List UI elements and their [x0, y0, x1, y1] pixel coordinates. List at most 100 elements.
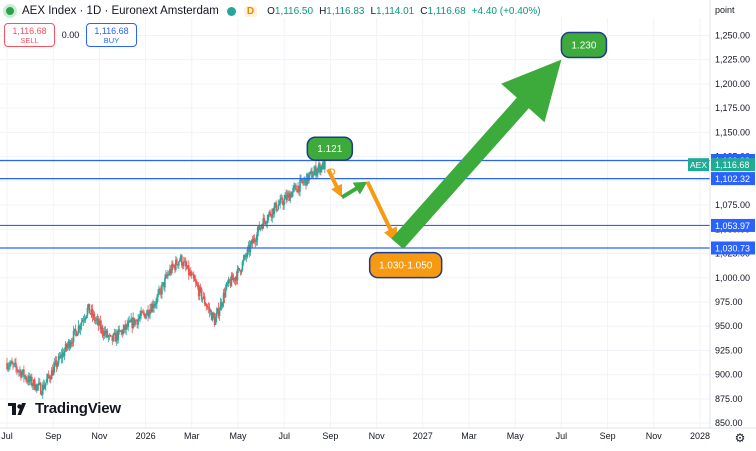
- time-tick-label: Jul: [278, 431, 290, 441]
- candle-body: [277, 205, 279, 210]
- candle-body: [56, 363, 59, 367]
- candle-body: [103, 330, 106, 336]
- candle-body: [118, 329, 121, 331]
- candle-body: [211, 313, 214, 321]
- candle-body: [268, 211, 271, 215]
- candle-body: [266, 220, 269, 224]
- price-tick-label: 1,175.00: [715, 103, 750, 113]
- candle-body: [320, 166, 322, 173]
- candle-body: [300, 178, 302, 180]
- label-1230: [560, 31, 608, 59]
- candle-body: [144, 314, 146, 319]
- candle-body: [48, 376, 51, 379]
- candle-body: [33, 379, 35, 386]
- candle-body: [59, 354, 62, 358]
- candle-body: [109, 334, 112, 336]
- candle-body: [100, 325, 103, 330]
- candle-body: [239, 270, 242, 273]
- candle-body: [6, 363, 8, 369]
- candle-body: [165, 274, 167, 278]
- candle-body: [67, 341, 70, 346]
- candle-body: [37, 382, 40, 386]
- candle-body: [271, 208, 274, 218]
- time-tick-label: Sep: [322, 431, 338, 441]
- candle-body: [173, 265, 175, 267]
- candle-body: [240, 270, 243, 273]
- candle-body: [92, 313, 95, 317]
- candle-body: [313, 171, 315, 176]
- candle-body: [191, 274, 194, 275]
- candle-body: [30, 376, 32, 382]
- candle-body: [311, 170, 313, 178]
- candle-body: [178, 261, 180, 266]
- candle-body: [219, 302, 222, 311]
- projection-arrow-up-2: [391, 59, 562, 250]
- candle-body: [175, 259, 177, 270]
- candle-body: [188, 271, 191, 275]
- price-tick-label: 1,075.00: [715, 200, 750, 210]
- candle-body: [73, 328, 76, 331]
- candle-body: [172, 263, 174, 267]
- candle-body: [278, 204, 280, 206]
- candle-body: [68, 341, 71, 348]
- candle-body: [49, 378, 52, 380]
- candle-body: [50, 369, 53, 380]
- candle-body: [130, 318, 132, 323]
- candle-body: [230, 275, 233, 287]
- candle-body: [86, 307, 89, 316]
- candle-body: [142, 312, 144, 314]
- candle-body: [147, 310, 149, 317]
- candle-body: [324, 160, 326, 170]
- candle-body: [79, 325, 82, 330]
- candle-body: [24, 376, 26, 378]
- symbol-title[interactable]: AEX Index · 1D · Euronext Amsterdam: [22, 5, 219, 17]
- gear-icon[interactable]: ⚙: [734, 431, 746, 445]
- candle-body: [47, 374, 50, 377]
- level-price-tag-text: 1,053.97: [715, 221, 750, 231]
- candle-body: [64, 343, 67, 351]
- candle-body: [265, 223, 268, 225]
- candle-body: [206, 306, 209, 308]
- candle-body: [36, 384, 39, 386]
- candle-body: [199, 286, 202, 290]
- label-1121: [306, 136, 354, 161]
- sell-button[interactable]: 1,116.68 SELL: [4, 23, 55, 47]
- candle-body: [212, 313, 215, 317]
- time-tick-label: 2027: [413, 431, 433, 441]
- candle-body: [13, 363, 15, 365]
- candle-body: [152, 303, 154, 309]
- time-tick-label: Nov: [91, 431, 108, 441]
- candle-body: [194, 280, 197, 283]
- candle-body: [45, 379, 48, 383]
- candle-body: [221, 303, 224, 307]
- candle-body: [202, 296, 205, 299]
- candle-body: [295, 185, 297, 190]
- candle-body: [166, 274, 168, 277]
- price-tick-label: 975.00: [715, 297, 743, 307]
- candle-body: [273, 206, 275, 215]
- level-price-tag-text: 1,102.32: [715, 174, 750, 184]
- buy-button[interactable]: 1,116.68 BUY: [86, 23, 137, 47]
- candle-body: [71, 342, 74, 343]
- candle-body: [153, 305, 155, 309]
- candle-body: [213, 316, 216, 325]
- candle-body: [91, 309, 94, 317]
- candle-body: [77, 325, 80, 334]
- candle-body: [12, 363, 14, 365]
- candle-body: [125, 324, 127, 330]
- arrows-layer: [326, 59, 562, 250]
- candle-body: [257, 225, 260, 232]
- candle-body: [190, 274, 193, 276]
- grid-layer: [0, 18, 710, 428]
- candle-body: [243, 255, 246, 260]
- candle-body: [262, 218, 265, 229]
- candle-body: [107, 336, 110, 338]
- label-1030-1050: [368, 251, 443, 279]
- candle-body: [289, 194, 291, 201]
- candle-body: [28, 375, 30, 383]
- chart-header: AEX Index · 1D · Euronext Amsterdam D O1…: [0, 0, 700, 22]
- candle-body: [204, 303, 207, 306]
- spread-value: 0.00: [61, 30, 80, 40]
